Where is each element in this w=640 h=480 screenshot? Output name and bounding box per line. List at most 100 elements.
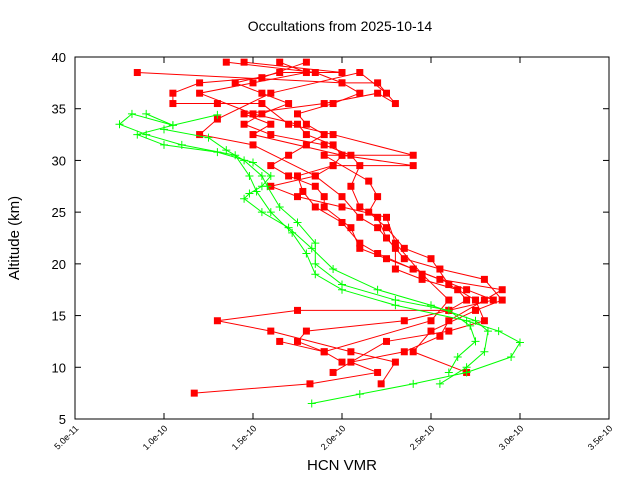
plus-marker bbox=[213, 110, 222, 119]
square-marker bbox=[258, 74, 266, 82]
square-marker bbox=[409, 265, 417, 273]
square-marker bbox=[383, 224, 390, 232]
square-marker bbox=[427, 255, 435, 263]
square-marker bbox=[383, 337, 390, 345]
square-marker bbox=[391, 100, 399, 108]
square-marker bbox=[320, 203, 328, 211]
square-marker bbox=[445, 327, 453, 335]
plus-marker bbox=[266, 208, 275, 217]
plus-marker bbox=[444, 368, 453, 377]
plus-marker bbox=[245, 189, 254, 198]
plus-marker bbox=[240, 194, 249, 203]
square-marker bbox=[267, 89, 275, 97]
square-marker bbox=[196, 79, 204, 87]
square-marker bbox=[347, 348, 355, 356]
square-marker bbox=[302, 131, 310, 139]
square-marker bbox=[299, 187, 307, 195]
square-marker bbox=[374, 79, 382, 87]
plus-marker bbox=[168, 121, 177, 130]
plus-marker bbox=[444, 306, 453, 315]
square-marker bbox=[320, 131, 328, 139]
axes-layer: 5.0e-11 1.0e-10 1.5e-10 2.0e-10 2.5e-10 3.0e-… bbox=[52, 50, 615, 452]
green-profile-series bbox=[115, 109, 524, 408]
y-tick-label: 25 bbox=[52, 205, 66, 220]
square-marker bbox=[472, 306, 479, 314]
plus-marker bbox=[115, 120, 124, 129]
series-line bbox=[233, 61, 504, 373]
plus-marker bbox=[249, 158, 257, 167]
square-marker bbox=[338, 79, 346, 87]
plus-marker bbox=[204, 133, 213, 142]
square-marker bbox=[400, 244, 408, 252]
square-marker bbox=[409, 162, 417, 170]
square-marker bbox=[356, 239, 364, 247]
x-tick-label: 2.5e-10 bbox=[408, 423, 437, 452]
square-marker bbox=[400, 317, 408, 325]
x-tick-label: 5.0e-11 bbox=[52, 423, 80, 451]
green-profile-series bbox=[133, 109, 492, 388]
plus-marker bbox=[483, 327, 492, 336]
square-marker bbox=[374, 250, 382, 258]
square-marker bbox=[436, 265, 444, 273]
square-marker bbox=[356, 244, 364, 252]
square-marker bbox=[294, 172, 301, 180]
square-marker bbox=[240, 120, 248, 128]
plus-marker bbox=[307, 399, 316, 408]
square-marker bbox=[311, 172, 319, 180]
red-profile-series bbox=[169, 58, 488, 376]
square-marker bbox=[409, 151, 417, 159]
plus-marker bbox=[266, 171, 275, 180]
square-marker bbox=[169, 100, 177, 108]
square-marker bbox=[258, 100, 266, 108]
plus-marker bbox=[462, 363, 471, 372]
square-marker bbox=[374, 193, 382, 201]
square-marker bbox=[338, 69, 346, 77]
square-marker bbox=[276, 337, 284, 345]
square-marker bbox=[400, 348, 408, 356]
plus-marker bbox=[373, 285, 382, 294]
square-marker bbox=[383, 89, 390, 97]
square-marker bbox=[391, 244, 399, 252]
red-profile-series bbox=[213, 58, 497, 388]
plus-marker bbox=[160, 125, 168, 134]
plus-marker bbox=[427, 301, 435, 310]
plus-marker bbox=[133, 130, 142, 139]
plus-marker bbox=[160, 140, 168, 149]
series-line bbox=[172, 61, 486, 373]
square-marker bbox=[480, 317, 488, 325]
plus-marker bbox=[471, 316, 480, 325]
square-marker bbox=[480, 296, 488, 304]
square-marker bbox=[427, 317, 435, 325]
square-marker bbox=[374, 368, 382, 376]
square-marker bbox=[240, 58, 248, 66]
y-tick-label: 40 bbox=[52, 50, 66, 65]
square-marker bbox=[285, 100, 293, 108]
square-marker bbox=[377, 380, 385, 388]
square-marker bbox=[445, 296, 453, 304]
plus-marker bbox=[275, 202, 284, 211]
square-marker bbox=[347, 224, 355, 232]
square-marker bbox=[267, 120, 275, 128]
square-marker bbox=[391, 265, 399, 273]
square-marker bbox=[311, 182, 319, 190]
square-marker bbox=[294, 306, 301, 314]
square-marker bbox=[302, 120, 310, 128]
plus-marker bbox=[311, 239, 320, 248]
y-tick-label: 35 bbox=[52, 102, 66, 117]
square-marker bbox=[294, 193, 301, 201]
plus-marker bbox=[245, 171, 254, 180]
plus-marker bbox=[284, 223, 293, 232]
square-marker bbox=[383, 255, 390, 263]
square-marker bbox=[302, 327, 310, 335]
series-line bbox=[137, 72, 468, 363]
x-tick-label: 3.0e-10 bbox=[497, 423, 526, 452]
square-marker bbox=[365, 208, 373, 216]
square-marker bbox=[356, 203, 364, 211]
series-line bbox=[135, 113, 489, 385]
square-marker bbox=[374, 213, 382, 221]
square-marker bbox=[320, 348, 328, 356]
plus-marker bbox=[516, 338, 524, 347]
x-axis-label: HCN VMR bbox=[307, 457, 377, 474]
plus-marker bbox=[142, 109, 151, 118]
